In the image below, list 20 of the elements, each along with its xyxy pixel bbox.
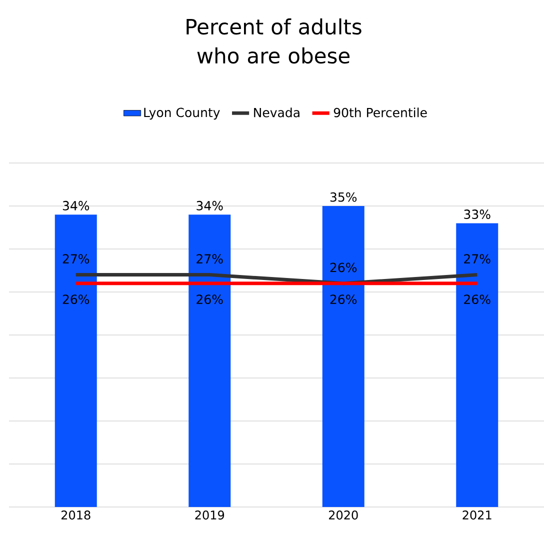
x-tick-label: 2018 (61, 510, 90, 520)
data-label: 27% (196, 254, 223, 264)
data-label: 26% (464, 294, 490, 304)
x-tick-label: 2020 (328, 510, 358, 520)
data-label: 26% (196, 294, 223, 304)
chart-title: Percent of adults who are obese (186, 18, 362, 64)
data-label: 33% (464, 210, 490, 219)
x-tick-label: 2021 (462, 510, 492, 520)
legend-label: Nevada (254, 108, 300, 118)
data-label: 26% (330, 262, 357, 272)
data-label: 27% (62, 254, 90, 264)
x-tick-label: 2019 (195, 510, 224, 520)
data-label: 35% (330, 192, 357, 202)
data-label: 34% (196, 200, 223, 210)
data-label: 27% (464, 254, 490, 264)
data-label: 34% (62, 200, 90, 210)
data-label: 26% (330, 294, 357, 304)
legend-label: Lyon County (144, 108, 220, 120)
data-label: 26% (62, 294, 90, 304)
legend-label: 90th Percentile (334, 108, 427, 118)
